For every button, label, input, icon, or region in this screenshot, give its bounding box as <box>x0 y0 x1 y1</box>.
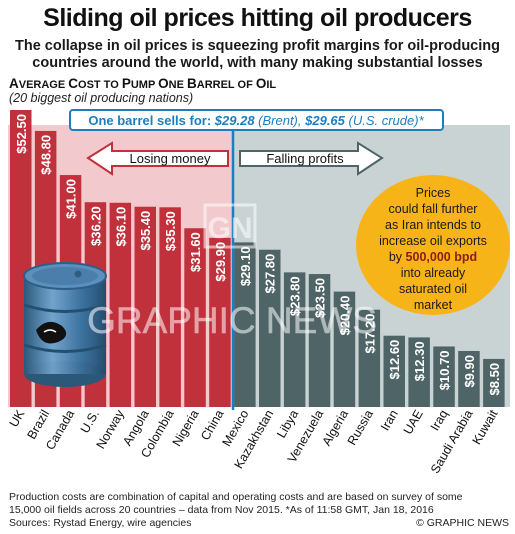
callout-line: into already <box>401 266 466 280</box>
callout-line: increase oil exports <box>379 234 487 248</box>
bar-iraq <box>433 346 455 407</box>
chart-title-part: C <box>68 76 79 91</box>
bar-value-label: $36.10 <box>113 207 128 247</box>
callout-line: by <box>389 250 406 264</box>
losing-money-label: Losing money <box>130 151 211 166</box>
bar-angola <box>134 206 156 407</box>
bar-value-label: $27.80 <box>263 254 278 294</box>
bar-value-label: $29.10 <box>238 246 253 286</box>
country-label: Iraq <box>428 407 451 433</box>
bar-china <box>209 237 231 407</box>
bar-value-label: $10.70 <box>437 350 452 390</box>
bar-venezuela <box>308 274 331 407</box>
country-label: Russia <box>345 407 376 447</box>
bar-norway <box>109 202 132 407</box>
chart-title-part: IL <box>266 79 277 91</box>
footer-line: Production costs are combination of capi… <box>9 491 463 503</box>
chart-title-part: OST TO <box>78 79 122 91</box>
falling-profits-label: Falling profits <box>266 151 344 166</box>
graphic-news-watermark: GN GRAPHIC NEWS <box>87 203 377 341</box>
brent-price: $29.28 <box>214 113 256 128</box>
chart-title-part: O <box>255 76 267 91</box>
country-label: Iran <box>378 407 401 433</box>
bar-value-label: $12.60 <box>387 340 402 380</box>
bar-value-label: $36.20 <box>88 206 103 246</box>
price-banner: One barrel sells for: $29.28 (Brent), $2… <box>69 109 444 131</box>
chart-title-part: UMP <box>130 79 159 91</box>
banner-prefix: One barrel sells for: <box>88 113 214 128</box>
footer-credit: © GRAPHIC NEWS <box>416 517 509 529</box>
bar-value-label: $23.80 <box>288 276 303 316</box>
page-title: Sliding oil prices hitting oil producers <box>43 4 472 32</box>
chart-note: (20 biggest oil producing nations) <box>9 91 194 105</box>
bar-colombia <box>159 207 181 407</box>
bar-libya <box>283 272 306 407</box>
footer: Production costs are combination of capi… <box>9 491 509 530</box>
bar-algeria <box>333 291 356 407</box>
falling-profits-arrow: Falling profits <box>239 141 384 176</box>
bar-kuwait <box>483 358 505 407</box>
bar-value-label: $9.90 <box>462 355 477 388</box>
callout-highlight: 500,000 bpd <box>406 250 478 264</box>
page-subtitle: The collapse in oil prices is squeezing … <box>14 38 500 71</box>
chart-title-part: P <box>121 76 131 91</box>
footer-sources: Sources: Rystad Energy, wire agencies <box>9 517 192 529</box>
bar-value-label: $29.90 <box>213 242 228 282</box>
chart-title-part: VERAGE <box>18 79 69 91</box>
us-price: $29.65 <box>304 113 346 128</box>
bar-value-label: $35.40 <box>138 211 153 251</box>
callout-line: could fall further <box>389 202 478 216</box>
bar-mexico <box>234 242 256 407</box>
bar-saudi-arabia <box>458 350 480 407</box>
chart-title: AVERAGE COST TO PUMP ONE BARREL OF OIL <box>9 76 276 91</box>
country-label: U.S. <box>78 408 102 436</box>
bar-value-label: $8.50 <box>487 363 502 396</box>
bar-value-label: $12.30 <box>412 341 427 381</box>
svg-text:One barrel sells for: $29.28 (: One barrel sells for: $29.28 (Brent), $2… <box>88 113 424 128</box>
watermark-text: GRAPHIC NEWS <box>87 300 377 341</box>
country-label: UK <box>7 407 28 430</box>
losing-money-arrow: Losing money <box>86 141 229 176</box>
bar-value-label: $35.30 <box>163 211 178 251</box>
footer-line: 15,000 oil fields across 20 countries – … <box>9 504 434 516</box>
callout-line: as Iran intends to <box>385 218 481 232</box>
brent-label: (Brent), <box>255 113 306 128</box>
chart-title-part: B <box>187 76 197 91</box>
chart-title-part: NE <box>168 79 188 91</box>
callout-line: market <box>414 298 453 312</box>
callout-line: saturated oil <box>399 282 467 296</box>
chart-title-part: A <box>9 76 19 91</box>
bar-value-label: $48.80 <box>39 135 54 175</box>
oil-barrel-illustration <box>23 262 107 387</box>
watermark-logo: GN <box>208 212 253 245</box>
bar-kazakhstan <box>259 249 281 407</box>
bar-russia <box>358 309 381 407</box>
bar-iran <box>383 335 405 407</box>
country-label: Kuwait <box>470 407 501 447</box>
callout-line: Prices <box>416 186 451 200</box>
bar-nigeria <box>184 228 206 407</box>
iran-callout: Prices could fall further as Iran intend… <box>356 175 510 315</box>
bar-value-label: $31.60 <box>188 232 203 272</box>
chart-title-part: O <box>158 76 169 91</box>
country-label: UAE <box>401 408 426 437</box>
bar-value-label: $52.50 <box>14 114 29 154</box>
svg-text:by 500,000 bpd: by 500,000 bpd <box>389 250 477 264</box>
bar-value-label: $17.20 <box>362 314 377 354</box>
bar-value-label: $23.50 <box>313 278 328 318</box>
bar-value-label: $20.40 <box>337 296 352 336</box>
us-label: (U.S. crude)* <box>345 113 425 128</box>
chart-title-part: ARREL OF <box>196 79 256 91</box>
bar-uae <box>408 337 430 407</box>
bar-value-label: $41.00 <box>64 179 79 219</box>
